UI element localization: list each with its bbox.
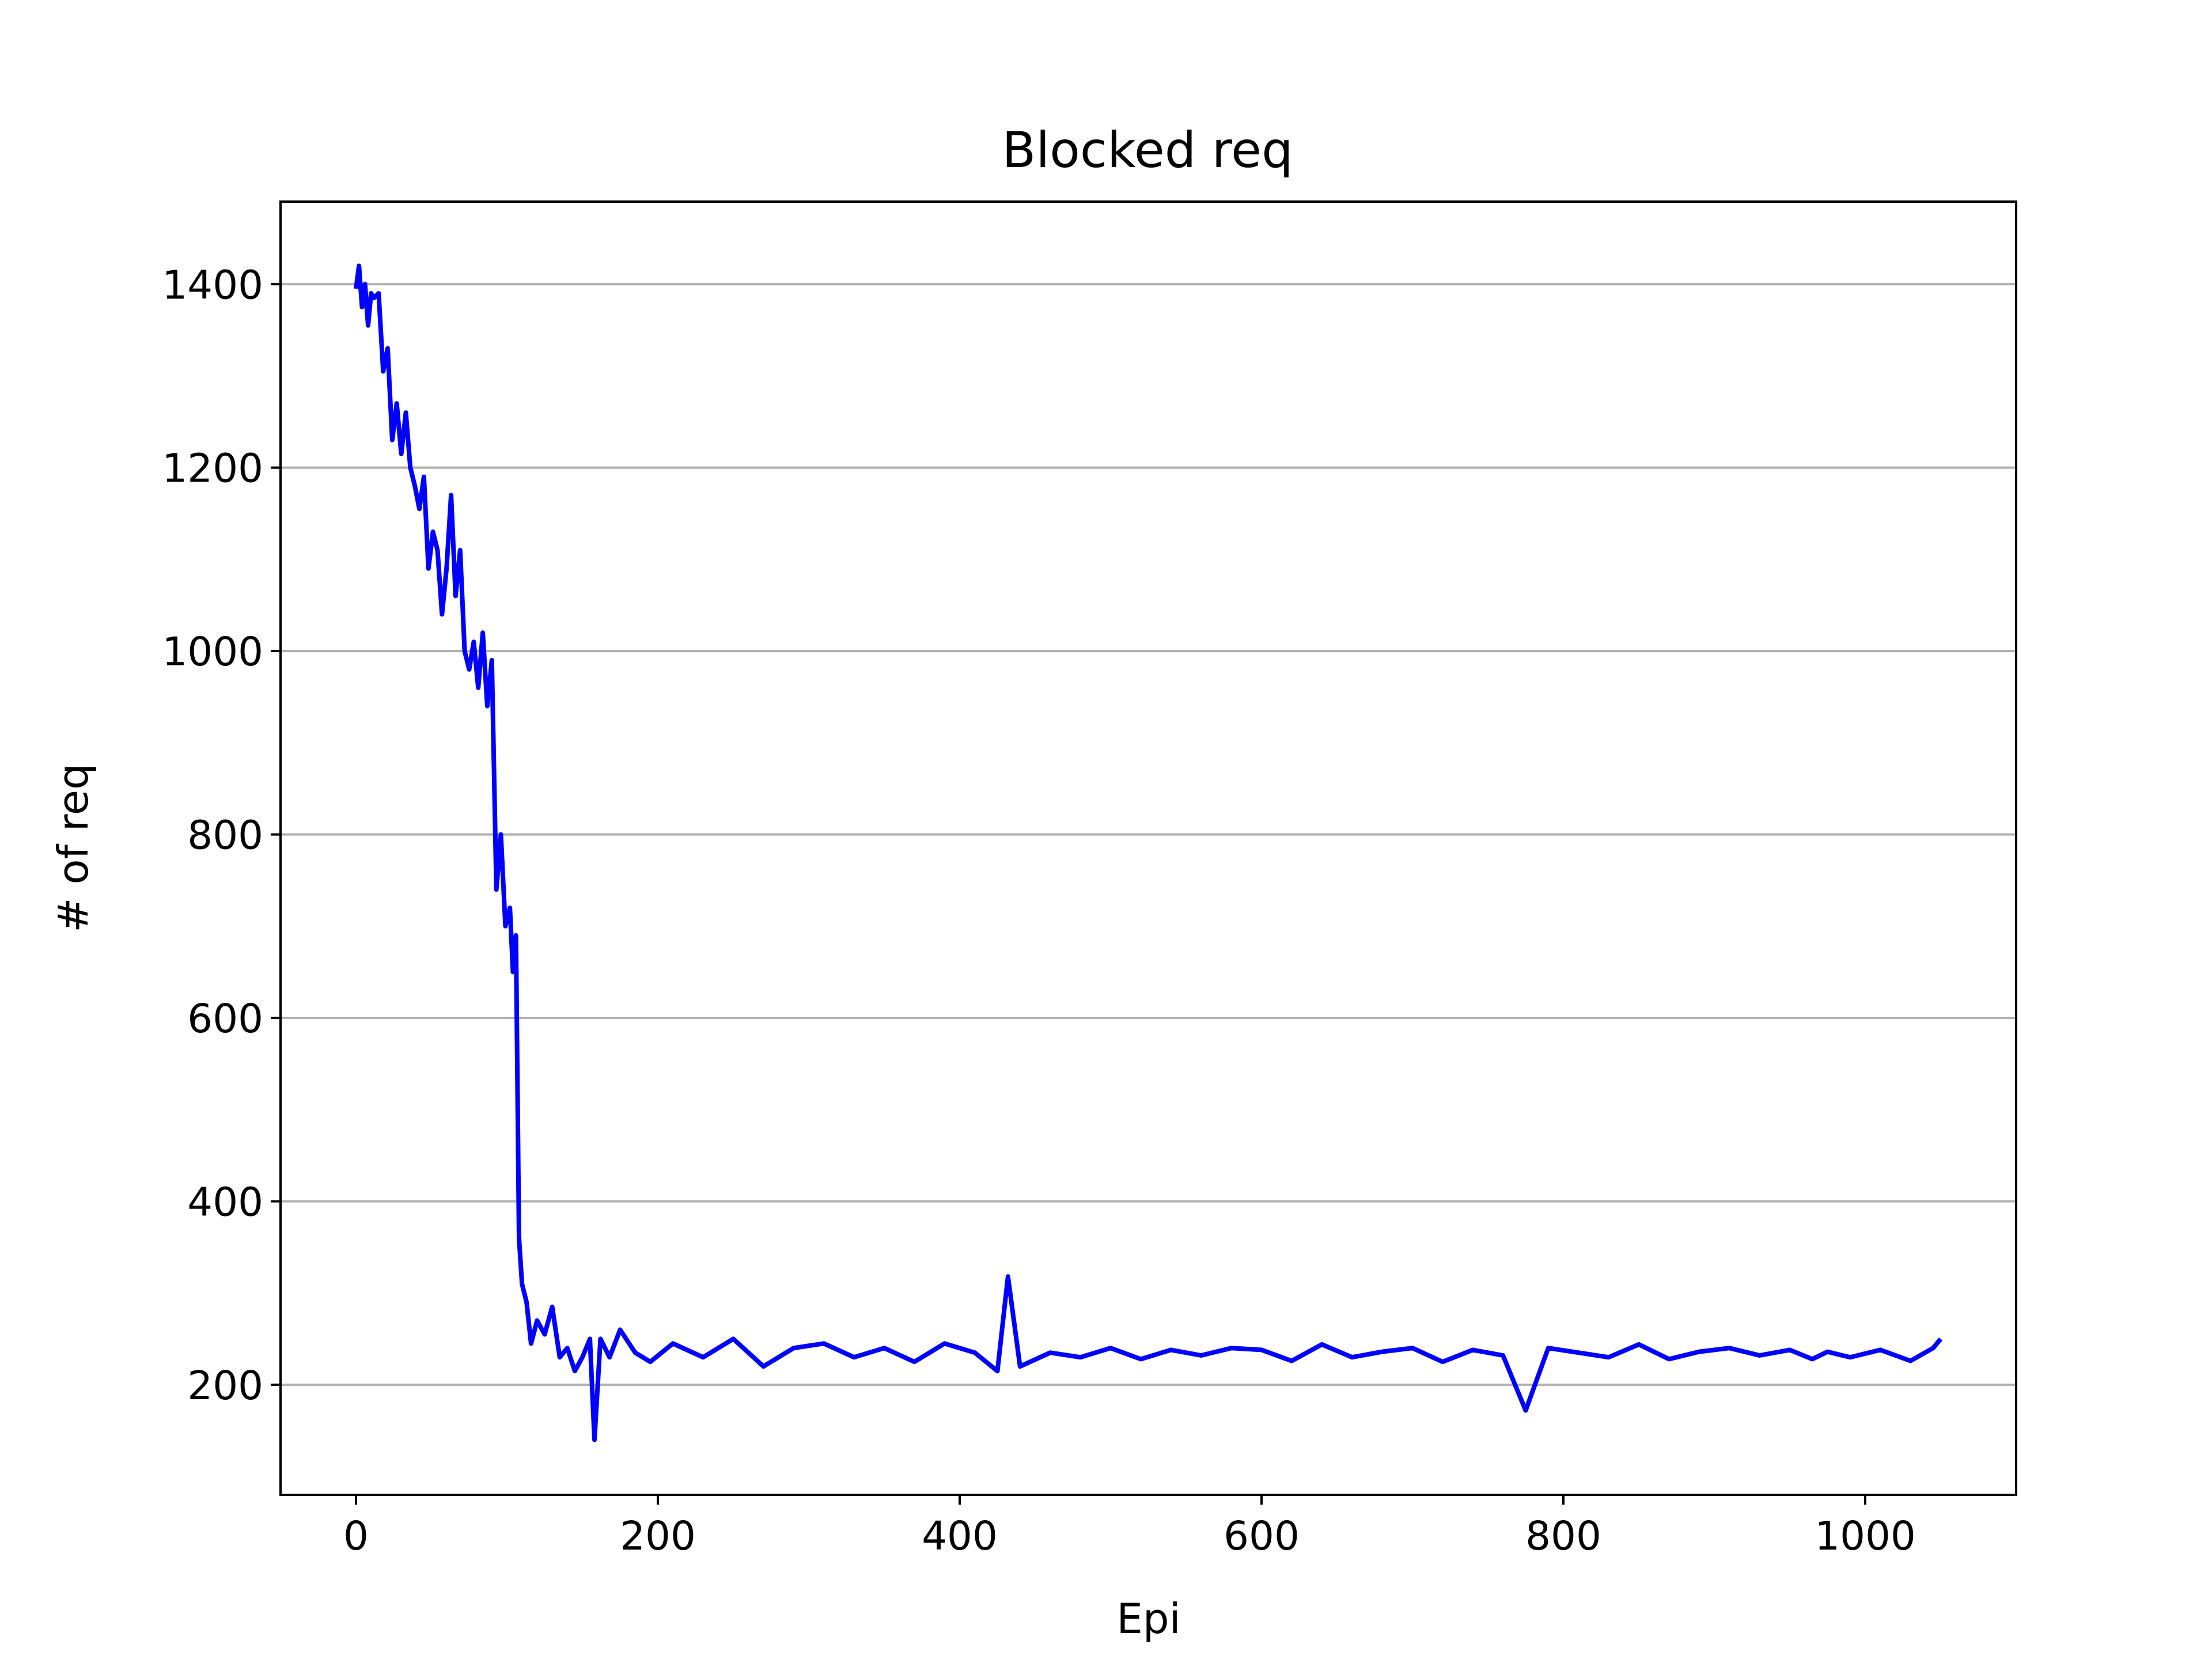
x-tick-label: 0 <box>343 1513 369 1559</box>
series-layer <box>354 263 1943 1442</box>
x-tick-label: 1000 <box>1815 1513 1916 1559</box>
x-tick-label: 600 <box>1224 1513 1300 1559</box>
y-tick-label: 200 <box>187 1363 263 1409</box>
plot-frame <box>279 200 2017 1496</box>
y-tick-label: 1400 <box>162 262 263 308</box>
y-tick-label: 400 <box>187 1179 263 1225</box>
y-tick-label: 1000 <box>162 629 263 675</box>
series-line <box>354 263 1943 1442</box>
x-tick-label: 800 <box>1525 1513 1601 1559</box>
gridlines <box>281 283 2016 1386</box>
y-axis: 200 400 600 800 1000 1200 1400 <box>162 262 281 1409</box>
y-tick-label: 600 <box>187 996 263 1042</box>
y-tick-label: 1200 <box>162 446 263 492</box>
x-axis-label: Epi <box>1116 1594 1180 1643</box>
x-axis: 0 200 400 600 800 1000 <box>343 1495 1916 1559</box>
x-tick-label: 200 <box>620 1513 696 1559</box>
chart-title: Blocked req <box>1002 122 1293 179</box>
x-tick-label: 400 <box>922 1513 998 1559</box>
y-axis-label: # of req <box>49 763 97 933</box>
y-tick-label: 800 <box>187 813 263 859</box>
